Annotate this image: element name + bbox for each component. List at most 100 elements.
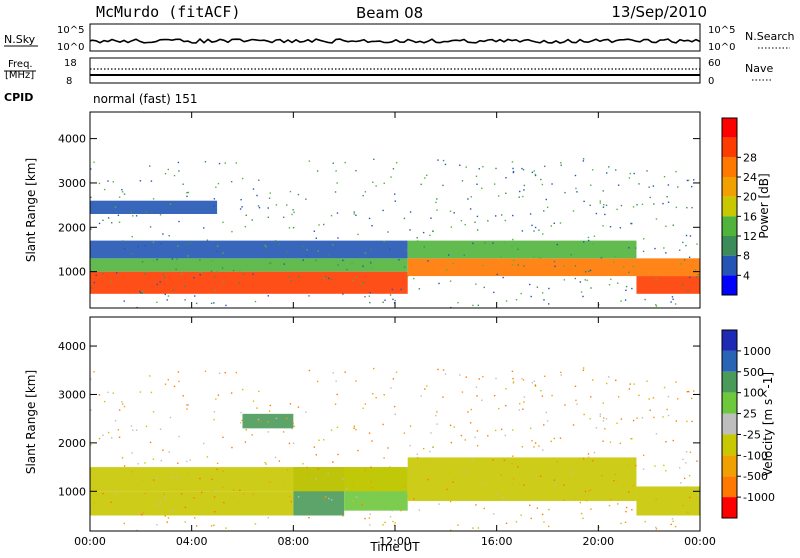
power-echo <box>585 271 588 273</box>
velocity-echo <box>223 501 225 504</box>
power-echo <box>342 259 344 262</box>
velocity-echo <box>599 413 601 415</box>
velocity-echo <box>644 520 646 523</box>
velocity-echo <box>213 524 215 527</box>
power-echo <box>144 244 146 247</box>
power-echo <box>322 223 325 226</box>
velocity-echo <box>631 438 633 440</box>
power-echo <box>449 210 452 212</box>
velocity-echo <box>570 472 572 474</box>
velocity-echo <box>364 517 366 520</box>
velocity-echo <box>685 451 688 453</box>
velocity-echo <box>231 446 233 449</box>
velocity-echo <box>369 513 371 515</box>
velocity-echo <box>302 463 304 465</box>
velocity-echo <box>686 420 688 423</box>
velocity-echo <box>283 482 286 484</box>
power-echo <box>251 219 253 221</box>
freq-label: Freq. <box>8 59 33 70</box>
velocity-echo <box>110 501 112 504</box>
power-echo <box>476 215 479 218</box>
velocity-echo <box>136 529 138 532</box>
power-echo <box>438 282 440 285</box>
power-echo <box>177 161 180 164</box>
power-echo <box>523 189 525 191</box>
power-echo <box>502 276 504 279</box>
power-echo <box>632 206 635 208</box>
velocity-echo <box>346 488 348 490</box>
velocity-echo <box>313 446 316 448</box>
nsky-box <box>89 23 701 52</box>
velocity-echo <box>689 496 691 499</box>
power-echo <box>346 268 348 271</box>
power-echo <box>599 200 601 202</box>
power-echo <box>418 288 421 290</box>
velocity-echo <box>615 379 617 382</box>
nave-label: Nave <box>745 62 773 75</box>
power-echo <box>332 162 334 164</box>
colorbar-swatch <box>722 275 737 295</box>
y-tick-label: 3000 <box>58 177 86 190</box>
power-echo <box>107 180 109 182</box>
power-echo <box>675 206 678 209</box>
velocity-echo <box>420 395 422 397</box>
power-echo <box>551 183 553 185</box>
power-echo <box>689 235 692 237</box>
velocity-echo <box>291 428 293 430</box>
power-echo <box>364 191 367 193</box>
velocity-echo <box>292 422 294 425</box>
power-echo <box>288 227 291 229</box>
power-echo <box>442 184 444 187</box>
power-echo <box>604 213 606 216</box>
power-echo <box>503 242 506 245</box>
velocity-echo <box>670 523 672 526</box>
velocity-echo <box>649 409 651 411</box>
velocity-echo <box>150 391 153 394</box>
velocity-echo <box>595 427 598 429</box>
velocity-echo <box>162 493 165 495</box>
power-echo <box>355 276 358 278</box>
colorbar-tick-label: -1000 <box>743 491 775 504</box>
freq-top-tick: 18 <box>64 58 77 69</box>
velocity-echo <box>452 481 454 483</box>
velocity-echo <box>512 455 514 457</box>
velocity-echo <box>215 398 217 400</box>
velocity-echo <box>601 474 603 477</box>
velocity-echo <box>693 390 695 392</box>
velocity-echo <box>292 442 295 444</box>
power-echo <box>176 258 178 260</box>
power-echo <box>93 281 96 284</box>
power-echo <box>264 244 266 247</box>
velocity-echo <box>590 508 592 510</box>
colorbar-swatch <box>722 236 737 256</box>
velocity-echo <box>90 444 92 446</box>
velocity-echo <box>112 392 114 394</box>
power-echo <box>522 169 525 171</box>
velocity-echo <box>240 411 242 414</box>
velocity-echo <box>225 527 227 529</box>
velocity-echo <box>107 391 109 394</box>
power-echo <box>688 256 691 259</box>
velocity-echo <box>130 425 133 427</box>
velocity-echo <box>371 486 373 489</box>
velocity-echo <box>416 453 418 455</box>
velocity-echo <box>117 429 120 431</box>
power-echo <box>587 236 590 239</box>
velocity-echo <box>403 485 406 487</box>
power-echo <box>477 304 480 307</box>
power-echo <box>694 269 697 271</box>
power-echo <box>172 289 175 291</box>
velocity-echo <box>422 447 425 450</box>
velocity-echo <box>332 461 334 463</box>
velocity-echo <box>118 409 121 411</box>
velocity-echo <box>204 370 207 372</box>
velocity-echo <box>563 484 565 486</box>
velocity-echo <box>476 445 479 447</box>
power-echo <box>394 200 397 202</box>
power-echo <box>353 211 355 213</box>
velocity-echo <box>632 484 635 487</box>
power-echo <box>530 295 532 298</box>
power-echo <box>575 187 577 190</box>
power-echo <box>398 259 400 261</box>
velocity-echo <box>481 399 483 401</box>
